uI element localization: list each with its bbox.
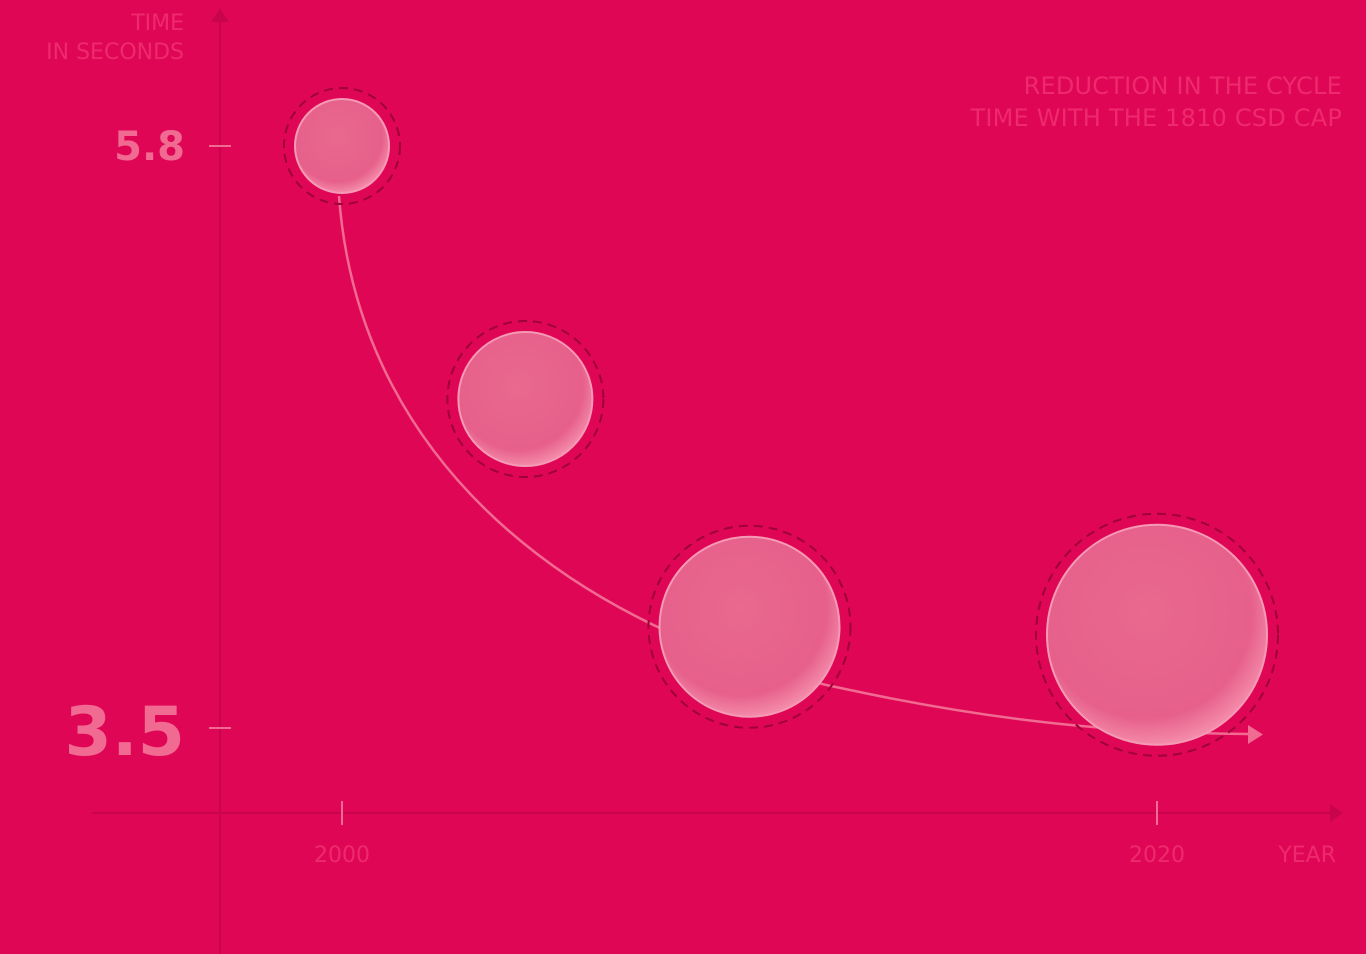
data-point-bubble-4: [1046, 523, 1268, 746]
chart-title-line-1: REDUCTION IN THE CYCLE: [1023, 72, 1342, 100]
bubble-ring-4: [1035, 512, 1279, 757]
y-axis-arrow: [211, 8, 229, 22]
y-tick-label-bottom: 3.5: [65, 693, 185, 772]
bubble-ring-2: [446, 320, 605, 479]
data-point-bubble-1: [294, 98, 390, 194]
y-axis-label-line-1: TIME: [130, 11, 184, 36]
trend-curve-arrowhead: [1248, 725, 1263, 744]
bubble-ring-3: [647, 524, 852, 729]
data-point-bubble-3: [658, 535, 841, 718]
bubble-ring-1: [283, 87, 401, 205]
data-point-bubble-2: [457, 331, 594, 468]
y-axis-label-line-2: IN SECONDS: [46, 40, 184, 65]
x-tick-label-2000: 2000: [314, 843, 370, 868]
bubbles-layer: [283, 87, 1279, 757]
x-tick-label-2020: 2020: [1129, 843, 1185, 868]
chart-title-line-2: TIME WITH THE 1810 CSD CAP: [970, 104, 1342, 132]
x-axis-arrow: [1330, 804, 1343, 822]
chart-title: REDUCTION IN THE CYCLE TIME WITH THE 181…: [842, 70, 1342, 134]
y-tick-label-top: 5.8: [114, 124, 185, 170]
x-axis-label: YEAR: [1277, 843, 1336, 868]
